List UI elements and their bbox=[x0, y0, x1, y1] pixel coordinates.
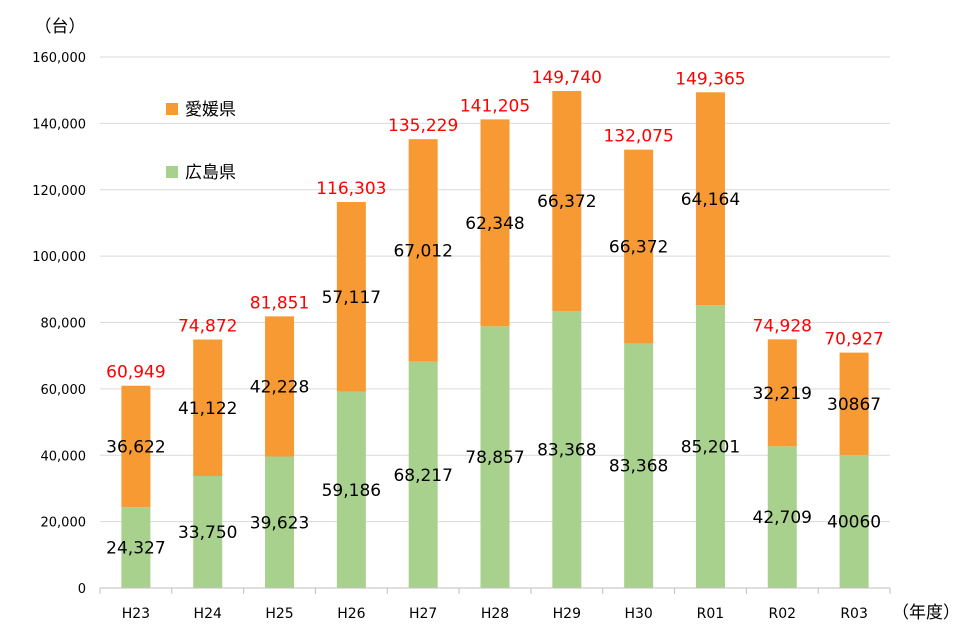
y-tick-label: 120,000 bbox=[32, 184, 86, 199]
total-label: 116,303 bbox=[316, 179, 386, 199]
legend-swatch-hiroshima bbox=[166, 166, 178, 178]
x-tick-label: R01 bbox=[697, 606, 725, 622]
bar-ehime-H30 bbox=[624, 149, 654, 344]
x-tick-label: H28 bbox=[481, 606, 509, 622]
total-label: 81,851 bbox=[250, 293, 309, 313]
segment-label: 67,012 bbox=[393, 241, 452, 261]
bar-hiroshima-H23 bbox=[121, 507, 151, 588]
y-tick-label: 60,000 bbox=[41, 383, 87, 398]
bar-hiroshima-H24 bbox=[193, 475, 223, 588]
total-label: 132,075 bbox=[603, 127, 673, 147]
x-tick-label: R02 bbox=[768, 606, 796, 622]
bar-hiroshima-H28 bbox=[480, 326, 510, 588]
bar-ehime-H28 bbox=[480, 119, 510, 327]
legend: 愛媛県 広島県 bbox=[166, 100, 236, 183]
segment-label: 62,348 bbox=[465, 214, 524, 234]
y-tick-label: 20,000 bbox=[41, 516, 87, 531]
total-label: 70,927 bbox=[824, 330, 883, 350]
y-tick-label: 160,000 bbox=[32, 51, 86, 66]
bar-ehime-H29 bbox=[552, 91, 582, 312]
segment-label: 42,709 bbox=[753, 508, 812, 528]
segment-label: 33,750 bbox=[178, 523, 237, 543]
bar-ehime-H26 bbox=[336, 202, 366, 392]
total-label: 60,949 bbox=[106, 363, 165, 383]
x-tick-label: H26 bbox=[337, 606, 365, 622]
segment-label: 32,219 bbox=[753, 384, 812, 404]
x-tick-label: H25 bbox=[265, 606, 293, 622]
segment-label: 24,327 bbox=[106, 539, 165, 559]
x-tick-label: H27 bbox=[409, 606, 437, 622]
segment-label: 40060 bbox=[827, 513, 881, 533]
segment-label: 57,117 bbox=[322, 288, 381, 308]
y-axis-ticks: 0 20,000 40,000 60,000 80,000 100,000 120,000 1… bbox=[32, 51, 86, 597]
bar-ehime-R03 bbox=[839, 352, 869, 456]
legend-label-hiroshima: 広島県 bbox=[185, 163, 236, 183]
total-label: 135,229 bbox=[388, 116, 458, 136]
bar-hiroshima-R03 bbox=[839, 455, 869, 588]
x-tick-label: H29 bbox=[553, 606, 581, 622]
bar-hiroshima-H27 bbox=[408, 361, 438, 588]
segment-label: 83,368 bbox=[537, 441, 596, 461]
total-label: 74,928 bbox=[753, 316, 812, 336]
bar-hiroshima-H25 bbox=[265, 456, 295, 588]
segment-label: 78,857 bbox=[465, 448, 524, 468]
y-tick-label: 40,000 bbox=[41, 449, 87, 464]
total-label: 149,740 bbox=[532, 68, 602, 88]
y-unit-label: （台） bbox=[35, 17, 86, 37]
total-label: 74,872 bbox=[178, 317, 237, 337]
segment-label: 66,372 bbox=[609, 238, 668, 258]
bars bbox=[121, 91, 869, 588]
segment-label: 66,372 bbox=[537, 192, 596, 212]
segment-label: 85,201 bbox=[681, 438, 740, 458]
segment-label: 30867 bbox=[827, 395, 881, 415]
x-tick-label: H23 bbox=[122, 606, 150, 622]
y-tick-label: 100,000 bbox=[32, 250, 86, 265]
bar-hiroshima-H30 bbox=[624, 343, 654, 588]
segment-label: 83,368 bbox=[609, 457, 668, 477]
y-tick-label: 80,000 bbox=[41, 317, 87, 332]
x-tick-label: H30 bbox=[624, 606, 652, 622]
bar-hiroshima-R01 bbox=[695, 305, 725, 588]
segment-label: 39,623 bbox=[250, 513, 309, 533]
total-label: 141,205 bbox=[460, 96, 530, 116]
segment-label: 64,164 bbox=[681, 190, 740, 210]
x-tick-label: H24 bbox=[194, 606, 222, 622]
bar-hiroshima-R02 bbox=[767, 446, 797, 588]
segment-label: 68,217 bbox=[393, 466, 452, 486]
bar-ehime-R02 bbox=[767, 339, 797, 447]
bar-ehime-H23 bbox=[121, 385, 151, 508]
bar-ehime-H25 bbox=[265, 316, 295, 457]
bar-hiroshima-H26 bbox=[336, 391, 366, 588]
segment-label: 42,228 bbox=[250, 377, 309, 397]
bar-ehime-H27 bbox=[408, 139, 438, 362]
bar-ehime-H24 bbox=[193, 339, 223, 476]
bar-hiroshima-H29 bbox=[552, 311, 582, 588]
y-tick-label: 140,000 bbox=[32, 117, 86, 132]
y-tick-label: 0 bbox=[78, 582, 86, 597]
x-unit-label: （年度） bbox=[892, 603, 960, 623]
legend-swatch-ehime bbox=[166, 103, 178, 115]
segment-label: 36,622 bbox=[106, 437, 165, 457]
legend-label-ehime: 愛媛県 bbox=[185, 100, 236, 120]
bar-ehime-R01 bbox=[695, 92, 725, 306]
segment-label: 41,122 bbox=[178, 399, 237, 419]
data-labels: 24,327 36,622 60,949 33,750 41,122 74,872 39,6… bbox=[106, 68, 884, 559]
x-axis-ticks: H23 H24 H25 H26 H27 H28 H29 H30 R01 R02 R03 bbox=[99, 588, 891, 622]
segment-label: 59,186 bbox=[322, 481, 381, 501]
x-tick-label: R03 bbox=[840, 606, 868, 622]
total-label: 149,365 bbox=[675, 69, 745, 89]
